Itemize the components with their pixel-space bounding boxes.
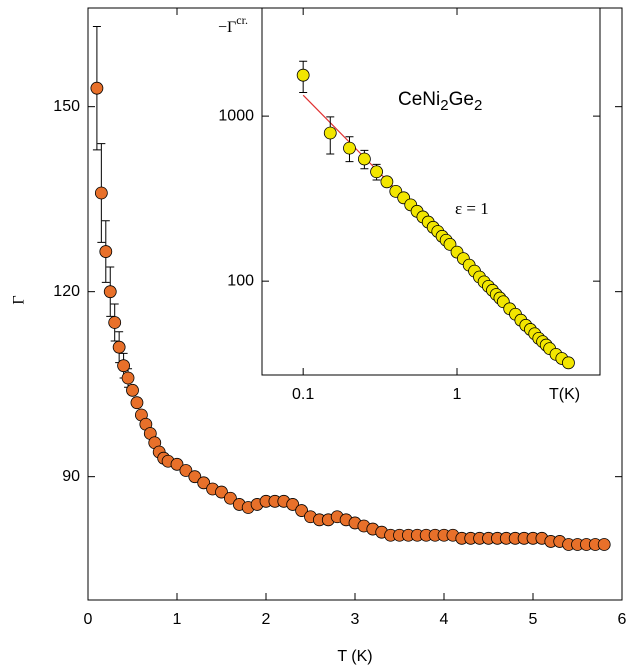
y-tick-label: 150 xyxy=(53,98,80,115)
x-tick-label: 1 xyxy=(173,611,182,628)
x-tick-label: 3 xyxy=(351,611,360,628)
data-point xyxy=(223,491,237,505)
data-point xyxy=(197,476,211,490)
data-point xyxy=(103,285,117,299)
data-point xyxy=(94,186,108,200)
data-point xyxy=(343,141,356,155)
data-point xyxy=(286,498,300,511)
y-tick-label: 120 xyxy=(53,283,80,300)
x-tick-label: 2 xyxy=(262,611,271,628)
x-tick-label: 4 xyxy=(440,611,449,628)
x-tick-label: 0.1 xyxy=(292,386,314,403)
y-axis-label-sup: cr. xyxy=(236,13,248,27)
annotation: CeNi2Ge2 xyxy=(398,89,482,114)
data-point xyxy=(170,457,184,471)
data-point xyxy=(117,359,130,373)
data-point xyxy=(108,316,122,329)
plot-frame xyxy=(261,7,601,376)
data-point xyxy=(112,340,126,354)
data-point xyxy=(597,538,611,551)
y-tick-label: 1000 xyxy=(218,107,254,124)
data-point xyxy=(121,371,135,385)
data-point xyxy=(357,152,371,166)
data-point xyxy=(126,383,139,397)
y-tick-label: 100 xyxy=(227,272,254,289)
data-point xyxy=(215,485,228,499)
x-tick-label: 1 xyxy=(453,386,462,403)
data-point xyxy=(99,245,113,258)
data-point xyxy=(562,356,575,370)
data-point xyxy=(179,464,193,477)
data-point xyxy=(370,165,383,179)
x-tick-label: 0 xyxy=(84,611,93,628)
y-axis-label-main: −Γ xyxy=(218,19,236,36)
data-point xyxy=(295,504,309,517)
data-point xyxy=(296,68,310,82)
x-tick-label: 5 xyxy=(529,611,538,628)
y-axis-label: −Γcr. xyxy=(218,13,248,36)
data-point xyxy=(323,126,337,140)
x-axis-label: T(K) xyxy=(549,386,580,403)
data-point xyxy=(188,470,202,484)
data-point xyxy=(90,81,104,95)
data-point xyxy=(380,175,394,189)
fit-label: ε = 1 xyxy=(455,199,489,218)
y-axis-label: Γ xyxy=(11,295,28,304)
x-axis-label: T (K) xyxy=(337,648,372,665)
data-point xyxy=(130,396,144,410)
x-tick-label: 6 xyxy=(618,611,627,628)
y-tick-label: 90 xyxy=(62,468,80,485)
